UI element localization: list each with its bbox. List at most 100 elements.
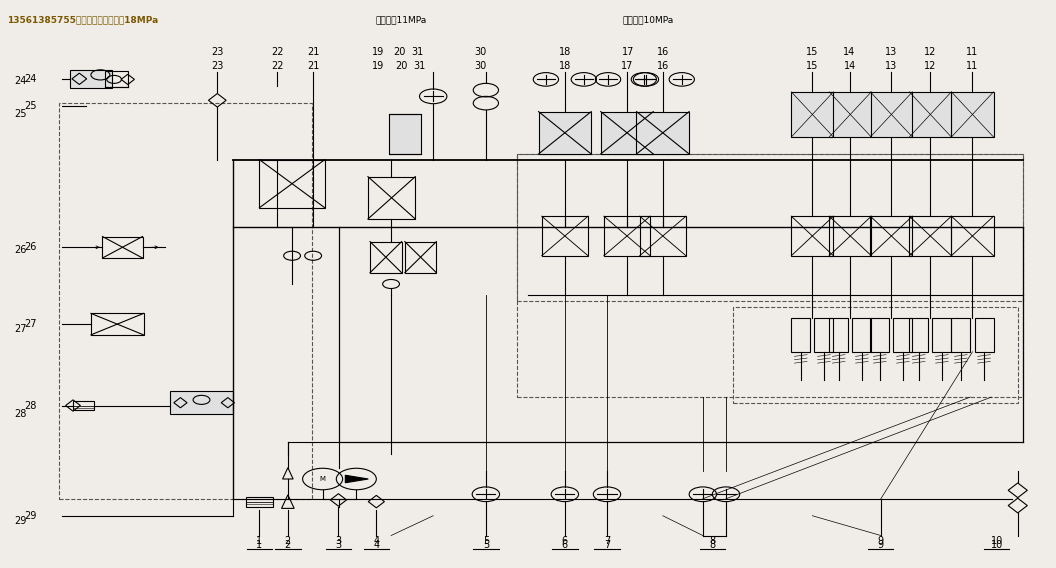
- Text: 17: 17: [621, 61, 634, 72]
- Text: 31: 31: [411, 47, 423, 57]
- Text: 24: 24: [14, 76, 26, 86]
- Text: 24: 24: [24, 74, 37, 84]
- Bar: [909, 216, 951, 256]
- Bar: [542, 216, 588, 256]
- Text: 21: 21: [307, 61, 319, 72]
- Text: 9: 9: [878, 536, 884, 546]
- Text: 18: 18: [559, 61, 571, 72]
- Text: 30: 30: [474, 47, 487, 57]
- Text: 30: 30: [474, 61, 487, 72]
- Text: 27: 27: [14, 324, 26, 334]
- Text: 23: 23: [211, 61, 224, 72]
- Text: 25: 25: [14, 110, 26, 119]
- Text: 4: 4: [373, 536, 379, 546]
- Bar: [170, 391, 233, 414]
- Bar: [70, 70, 112, 88]
- Text: 11: 11: [966, 47, 979, 57]
- Bar: [791, 92, 833, 137]
- Text: 17: 17: [622, 47, 635, 57]
- Text: 19: 19: [373, 61, 384, 72]
- Text: 13561385755（微信同）调定压力18MPa: 13561385755（微信同）调定压力18MPa: [6, 15, 158, 24]
- Bar: [829, 318, 848, 352]
- Text: 6: 6: [562, 540, 568, 550]
- Text: 22: 22: [271, 47, 284, 57]
- Bar: [601, 111, 654, 154]
- Bar: [517, 154, 1023, 397]
- Text: 29: 29: [14, 516, 26, 527]
- Text: 21: 21: [307, 47, 319, 57]
- Bar: [870, 92, 912, 137]
- Text: 26: 26: [24, 243, 37, 252]
- Text: 22: 22: [271, 61, 284, 72]
- Text: 2: 2: [285, 536, 291, 546]
- Bar: [870, 318, 889, 352]
- Bar: [404, 241, 436, 273]
- Text: 7: 7: [604, 536, 610, 546]
- Text: 10: 10: [991, 540, 1003, 550]
- Bar: [951, 92, 994, 137]
- Bar: [604, 216, 650, 256]
- Text: 31: 31: [413, 61, 426, 72]
- Bar: [733, 307, 1018, 403]
- Text: 14: 14: [844, 61, 856, 72]
- Bar: [246, 496, 272, 507]
- Text: 16: 16: [657, 47, 668, 57]
- Text: 调定压力11MPa: 调定压力11MPa: [375, 15, 427, 24]
- Text: 27: 27: [24, 319, 37, 328]
- Text: 28: 28: [24, 400, 37, 411]
- Bar: [870, 216, 912, 256]
- Text: 18: 18: [559, 47, 571, 57]
- Text: 12: 12: [924, 47, 937, 57]
- Bar: [893, 318, 912, 352]
- Bar: [951, 318, 970, 352]
- Bar: [909, 318, 928, 352]
- Bar: [829, 92, 871, 137]
- Bar: [932, 318, 951, 352]
- Bar: [91, 314, 144, 335]
- Text: M: M: [320, 476, 325, 482]
- Bar: [640, 216, 686, 256]
- Bar: [539, 111, 591, 154]
- Text: 13: 13: [885, 61, 898, 72]
- Text: 26: 26: [14, 245, 26, 255]
- Text: 28: 28: [14, 409, 26, 419]
- Bar: [852, 318, 871, 352]
- Bar: [791, 216, 833, 256]
- Polygon shape: [345, 475, 369, 483]
- Bar: [909, 92, 951, 137]
- Text: 5: 5: [483, 540, 489, 550]
- Bar: [73, 401, 94, 410]
- Text: 10: 10: [991, 536, 1003, 546]
- Text: 20: 20: [393, 47, 406, 57]
- Text: 8: 8: [710, 536, 715, 546]
- Bar: [637, 111, 690, 154]
- Bar: [389, 114, 420, 154]
- Text: 2: 2: [285, 540, 291, 550]
- Text: 16: 16: [657, 61, 668, 72]
- Text: 19: 19: [373, 47, 384, 57]
- Text: 5: 5: [483, 536, 489, 546]
- Text: 29: 29: [24, 511, 37, 521]
- Bar: [260, 160, 325, 208]
- Text: 1: 1: [257, 540, 263, 550]
- Text: 3: 3: [336, 540, 341, 550]
- Text: 12: 12: [924, 61, 937, 72]
- Text: 8: 8: [710, 540, 715, 550]
- Text: 23: 23: [211, 47, 224, 57]
- Bar: [105, 72, 128, 87]
- Text: 11: 11: [966, 61, 979, 72]
- Bar: [814, 318, 833, 352]
- Text: 6: 6: [562, 536, 568, 546]
- Text: 1: 1: [257, 536, 263, 546]
- Bar: [517, 154, 1023, 301]
- Bar: [370, 241, 401, 273]
- Text: 13: 13: [885, 47, 898, 57]
- Bar: [975, 318, 994, 352]
- Bar: [102, 236, 143, 258]
- Text: 15: 15: [806, 61, 818, 72]
- Text: 20: 20: [395, 61, 408, 72]
- Bar: [951, 216, 994, 256]
- Bar: [367, 177, 415, 219]
- Text: 14: 14: [843, 47, 855, 57]
- Text: 7: 7: [604, 540, 610, 550]
